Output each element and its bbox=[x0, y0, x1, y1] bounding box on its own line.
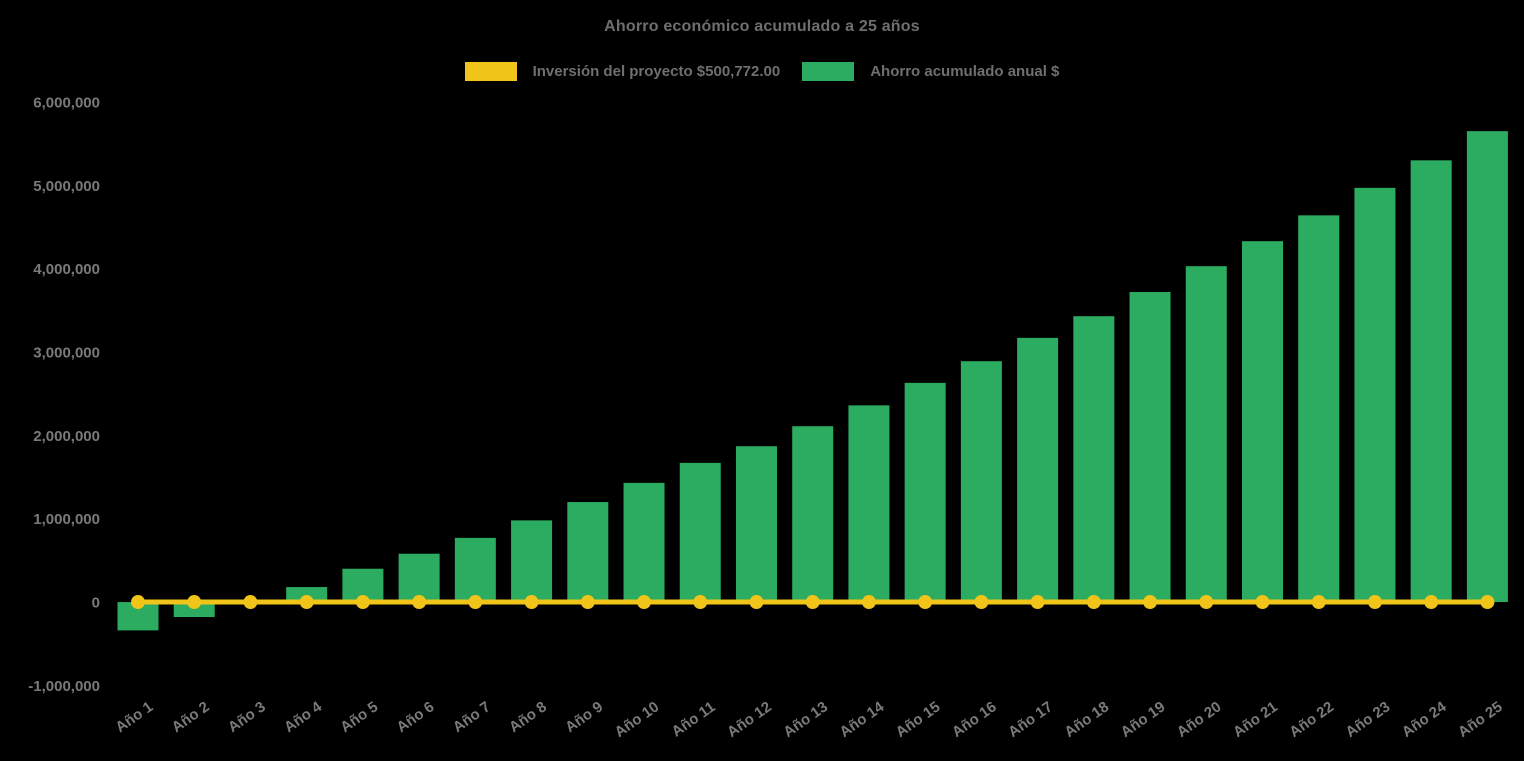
x-axis-category-label: Año 19 bbox=[1118, 698, 1169, 741]
bar-año-23 bbox=[1354, 187, 1396, 603]
x-axis-category-label: Año 8 bbox=[506, 698, 550, 736]
x-axis-category-label: Año 16 bbox=[949, 698, 1000, 741]
x-axis-category-label: Año 21 bbox=[1230, 698, 1281, 741]
bar-año-21 bbox=[1242, 241, 1283, 603]
y-axis-tick-label: 6,000,000 bbox=[33, 95, 100, 112]
x-axis-category-label: Año 12 bbox=[724, 698, 775, 741]
bar-año-20 bbox=[1185, 266, 1227, 603]
x-axis-category-label: Año 18 bbox=[1061, 698, 1112, 741]
bar-año-16 bbox=[960, 361, 1002, 603]
bar-año-10 bbox=[623, 482, 665, 603]
line-marker bbox=[1199, 595, 1214, 610]
line-marker bbox=[749, 595, 764, 610]
bar-año-11 bbox=[679, 462, 721, 603]
bar-año-6 bbox=[398, 553, 440, 603]
line-marker bbox=[580, 595, 595, 610]
legend-label-savings: Ahorro acumulado anual $ bbox=[870, 63, 1060, 80]
line-marker bbox=[524, 595, 539, 610]
line-marker bbox=[1311, 595, 1326, 610]
bar-año-9 bbox=[567, 502, 609, 603]
bar-año-14 bbox=[848, 405, 890, 603]
bar-año-19 bbox=[1129, 292, 1171, 603]
x-axis-category-label: Año 23 bbox=[1343, 698, 1394, 741]
line-marker bbox=[1367, 595, 1382, 610]
legend-label-investment: Inversión del proyecto $500,772.00 bbox=[532, 63, 781, 80]
y-axis-tick-label: 3,000,000 bbox=[33, 345, 100, 362]
bar-año-25 bbox=[1466, 131, 1508, 603]
line-marker bbox=[131, 595, 145, 610]
x-axis-category-label: Año 25 bbox=[1455, 698, 1506, 741]
bar-año-12 bbox=[735, 446, 777, 603]
line-marker bbox=[1143, 595, 1158, 610]
x-axis-category-label: Año 20 bbox=[1174, 698, 1225, 741]
bar-año-4 bbox=[286, 587, 328, 603]
bar-año-15 bbox=[904, 382, 946, 603]
y-axis-tick-label: 0 bbox=[92, 595, 100, 612]
x-axis-category-label: Año 11 bbox=[669, 698, 719, 740]
x-axis-category-label: Año 14 bbox=[836, 698, 887, 741]
line-marker bbox=[637, 595, 652, 610]
y-axis-tick-label: 2,000,000 bbox=[33, 428, 100, 445]
legend-item-savings[interactable]: Ahorro acumulado anual $ bbox=[802, 62, 1059, 81]
x-axis-category-label: Año 1 bbox=[112, 698, 156, 736]
bar-año-8 bbox=[511, 520, 553, 603]
x-axis-category-label: Año 17 bbox=[1005, 698, 1056, 741]
line-marker bbox=[974, 595, 989, 610]
bar-año-17 bbox=[1017, 337, 1059, 603]
y-axis-tick-label: 5,000,000 bbox=[33, 178, 100, 195]
x-axis-category-label: Año 9 bbox=[562, 698, 606, 736]
y-axis-tick-label: -1,000,000 bbox=[28, 678, 100, 695]
x-axis-category-label: Año 7 bbox=[450, 698, 494, 736]
legend-swatch-investment-icon bbox=[464, 62, 517, 81]
line-marker bbox=[1424, 595, 1439, 610]
bar-año-7 bbox=[454, 537, 496, 603]
x-axis-category-label: Año 15 bbox=[893, 698, 944, 741]
line-marker bbox=[412, 595, 427, 610]
line-marker bbox=[355, 595, 370, 610]
bar-año-18 bbox=[1073, 316, 1115, 603]
line-marker bbox=[468, 595, 483, 610]
legend-item-investment[interactable]: Inversión del proyecto $500,772.00 bbox=[464, 62, 781, 81]
legend: Inversión del proyecto $500,772.00 Ahorr… bbox=[0, 62, 1524, 81]
line-marker bbox=[918, 595, 933, 610]
line-marker bbox=[1030, 595, 1045, 610]
x-axis-category-label: Año 24 bbox=[1399, 698, 1450, 741]
line-marker bbox=[187, 595, 202, 610]
line-marker bbox=[243, 595, 258, 610]
legend-swatch-savings-icon bbox=[802, 62, 855, 81]
chart-title: Ahorro económico acumulado a 25 años bbox=[604, 18, 920, 35]
x-axis-category-label: Año 10 bbox=[612, 698, 663, 741]
line-marker bbox=[1255, 595, 1270, 610]
x-axis-category-label: Año 13 bbox=[780, 698, 831, 741]
bar-año-22 bbox=[1298, 215, 1340, 603]
line-marker bbox=[1086, 595, 1101, 610]
x-axis-category-label: Año 22 bbox=[1286, 698, 1337, 741]
line-marker bbox=[693, 595, 708, 610]
y-axis-tick-label: 4,000,000 bbox=[33, 261, 100, 278]
line-marker bbox=[1480, 595, 1495, 610]
y-axis-tick-label: 1,000,000 bbox=[33, 511, 100, 528]
x-axis-category-label: Año 5 bbox=[337, 698, 381, 736]
line-marker bbox=[299, 595, 314, 610]
x-axis-category-label: Año 6 bbox=[394, 698, 438, 736]
line-marker bbox=[861, 595, 876, 610]
x-axis-category-label: Año 4 bbox=[281, 698, 325, 736]
line-marker bbox=[805, 595, 820, 610]
bar-año-13 bbox=[792, 426, 834, 603]
bar-año-2 bbox=[173, 602, 215, 618]
bar-año-24 bbox=[1410, 160, 1452, 603]
x-axis-category-label: Año 2 bbox=[169, 698, 213, 736]
x-axis-category-label: Año 3 bbox=[225, 698, 269, 736]
